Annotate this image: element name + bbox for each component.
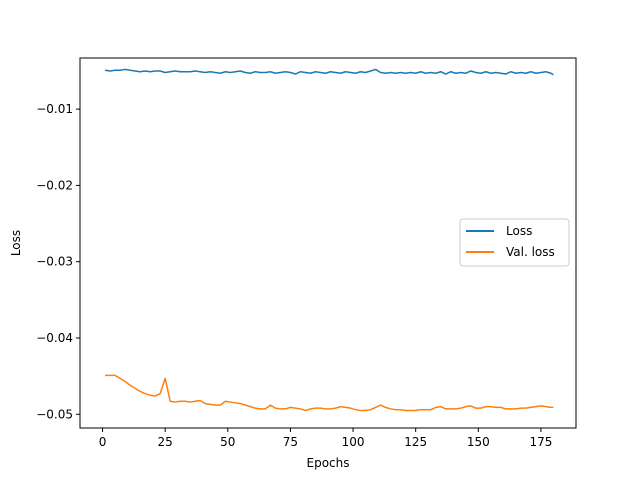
- y-tick-label: −0.05: [36, 407, 73, 421]
- x-tick-label: 100: [342, 435, 365, 449]
- series-layer: [104, 68, 554, 412]
- y-tick-label: −0.03: [36, 255, 73, 269]
- series-line-loss: [104, 68, 554, 76]
- plot-area: [79, 57, 577, 429]
- x-tick-label: 125: [404, 435, 427, 449]
- legend-label-loss: Loss: [506, 224, 532, 238]
- x-axis-ticks: 0 25 50 75 100 125 150 175: [99, 428, 552, 449]
- y-tick-label: −0.01: [36, 102, 73, 116]
- x-tick-label: 150: [467, 435, 490, 449]
- y-axis-ticks: −0.01 −0.02 −0.03 −0.04 −0.05: [36, 102, 80, 421]
- axes-frame: [79, 57, 577, 429]
- series-line-val-loss: [105, 374, 554, 412]
- y-tick-label: −0.02: [36, 178, 73, 192]
- y-tick-label: −0.04: [36, 331, 73, 345]
- x-axis-label: Epochs: [307, 456, 350, 470]
- legend: Loss Val. loss: [459, 218, 570, 267]
- x-tick-label: 0: [99, 435, 107, 449]
- x-tick-label: 50: [220, 435, 235, 449]
- x-tick-label: 75: [283, 435, 298, 449]
- legend-label-val-loss: Val. loss: [506, 245, 555, 259]
- x-tick-label: 25: [158, 435, 173, 449]
- y-axis-label: Loss: [9, 230, 23, 256]
- x-tick-label: 175: [529, 435, 552, 449]
